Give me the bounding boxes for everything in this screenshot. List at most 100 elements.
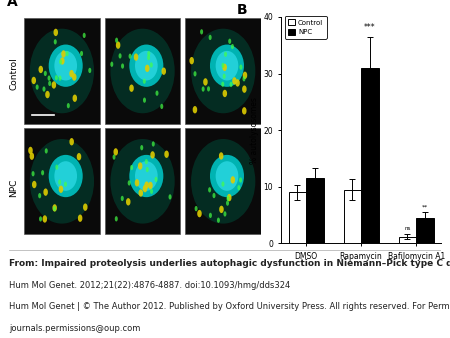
Bar — [306, 178, 324, 243]
Ellipse shape — [80, 51, 83, 56]
Ellipse shape — [129, 45, 163, 87]
Ellipse shape — [39, 66, 43, 73]
Ellipse shape — [83, 203, 88, 211]
Ellipse shape — [112, 154, 116, 160]
Ellipse shape — [129, 155, 163, 197]
Legend: Control, NPC: Control, NPC — [285, 16, 327, 39]
Ellipse shape — [55, 75, 58, 80]
Ellipse shape — [145, 159, 148, 164]
Ellipse shape — [77, 153, 81, 161]
Ellipse shape — [224, 211, 226, 217]
Ellipse shape — [139, 189, 143, 197]
Bar — [24, 18, 100, 124]
Ellipse shape — [154, 177, 158, 182]
Ellipse shape — [135, 161, 158, 191]
Y-axis label: % autolysosomes: % autolysosomes — [250, 97, 259, 164]
Ellipse shape — [150, 151, 155, 159]
Bar — [416, 218, 434, 243]
Ellipse shape — [128, 180, 130, 186]
Ellipse shape — [145, 65, 149, 72]
Ellipse shape — [147, 51, 150, 56]
Ellipse shape — [148, 182, 153, 189]
Ellipse shape — [58, 179, 61, 185]
Ellipse shape — [209, 213, 212, 218]
Ellipse shape — [227, 194, 232, 201]
Text: journals.permissions@oup.com: journals.permissions@oup.com — [9, 324, 140, 333]
Ellipse shape — [78, 215, 82, 222]
Ellipse shape — [221, 81, 224, 87]
Bar — [105, 128, 180, 234]
Ellipse shape — [45, 91, 50, 98]
Ellipse shape — [208, 187, 211, 192]
Ellipse shape — [61, 50, 66, 58]
Ellipse shape — [138, 162, 143, 170]
Ellipse shape — [55, 165, 59, 170]
Ellipse shape — [129, 53, 131, 59]
Ellipse shape — [219, 206, 224, 213]
Bar — [105, 18, 180, 124]
Ellipse shape — [239, 65, 243, 70]
Ellipse shape — [230, 176, 235, 184]
Ellipse shape — [60, 57, 65, 65]
Ellipse shape — [130, 165, 133, 170]
Ellipse shape — [52, 204, 57, 212]
Ellipse shape — [54, 51, 77, 80]
Ellipse shape — [66, 51, 69, 56]
Ellipse shape — [48, 75, 50, 81]
Ellipse shape — [49, 155, 83, 197]
Ellipse shape — [221, 63, 225, 68]
Ellipse shape — [54, 39, 57, 45]
Ellipse shape — [212, 193, 216, 198]
Ellipse shape — [72, 73, 76, 81]
Ellipse shape — [200, 29, 203, 34]
Bar — [185, 18, 261, 124]
Ellipse shape — [191, 139, 255, 224]
Ellipse shape — [217, 218, 220, 223]
Ellipse shape — [115, 216, 118, 221]
Ellipse shape — [164, 150, 169, 158]
Ellipse shape — [238, 185, 240, 190]
Ellipse shape — [38, 193, 41, 198]
Text: A: A — [6, 0, 17, 9]
Ellipse shape — [209, 35, 212, 40]
Text: B: B — [237, 3, 247, 17]
Ellipse shape — [230, 82, 233, 87]
Ellipse shape — [222, 64, 227, 71]
Ellipse shape — [228, 39, 231, 44]
Ellipse shape — [67, 103, 70, 108]
Ellipse shape — [210, 155, 244, 197]
Ellipse shape — [115, 38, 118, 43]
Bar — [288, 192, 306, 243]
Ellipse shape — [32, 171, 35, 176]
Ellipse shape — [160, 104, 163, 109]
Ellipse shape — [58, 75, 62, 81]
Ellipse shape — [235, 79, 240, 87]
Ellipse shape — [121, 196, 124, 201]
Text: ns: ns — [404, 226, 410, 232]
Ellipse shape — [146, 167, 149, 172]
Ellipse shape — [45, 148, 48, 153]
Ellipse shape — [162, 68, 166, 75]
Ellipse shape — [110, 62, 113, 67]
Ellipse shape — [203, 78, 208, 86]
Ellipse shape — [197, 210, 202, 217]
Ellipse shape — [169, 194, 171, 199]
Ellipse shape — [239, 177, 242, 183]
Ellipse shape — [28, 147, 33, 154]
Ellipse shape — [202, 87, 205, 92]
Ellipse shape — [210, 45, 244, 87]
Ellipse shape — [118, 53, 122, 58]
Ellipse shape — [88, 68, 91, 73]
Text: From: Impaired proteolysis underlies autophagic dysfunction in Niemann–Pick type: From: Impaired proteolysis underlies aut… — [9, 259, 450, 268]
Ellipse shape — [243, 72, 247, 79]
Bar — [399, 237, 416, 243]
Ellipse shape — [226, 200, 229, 206]
Text: Control: Control — [9, 57, 18, 90]
Ellipse shape — [39, 216, 42, 222]
Ellipse shape — [83, 33, 86, 38]
Ellipse shape — [152, 141, 155, 147]
Ellipse shape — [48, 81, 51, 86]
Ellipse shape — [216, 51, 238, 80]
Bar — [361, 68, 379, 243]
Ellipse shape — [126, 198, 130, 206]
